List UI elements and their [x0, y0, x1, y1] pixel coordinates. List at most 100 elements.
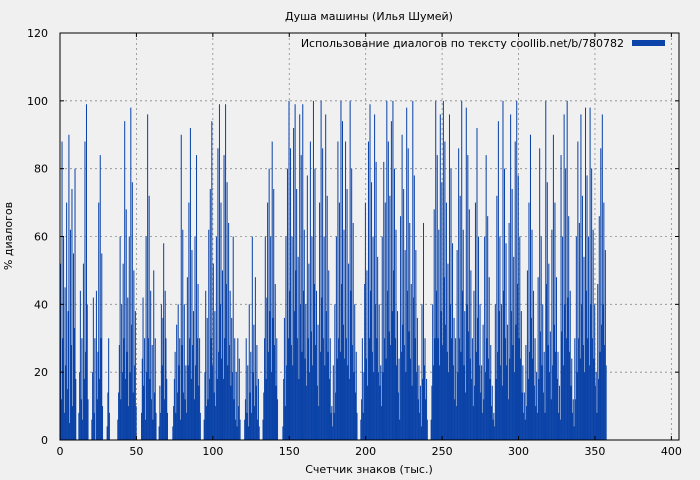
bar [463, 365, 465, 440]
bar [421, 304, 423, 440]
bar [434, 338, 436, 440]
bar [192, 311, 194, 440]
bar [329, 338, 331, 440]
bar [401, 134, 403, 440]
bar [496, 195, 498, 440]
bar [604, 345, 606, 440]
bar [474, 202, 476, 440]
bar [119, 236, 121, 440]
bar [99, 155, 101, 440]
bar [425, 399, 427, 440]
bar [449, 304, 451, 440]
bar [431, 385, 433, 440]
bar [478, 236, 480, 440]
bar [422, 378, 424, 440]
bar [267, 351, 269, 440]
bar [325, 311, 327, 440]
bar [197, 283, 199, 440]
bar [267, 202, 269, 440]
bar [377, 372, 379, 440]
bar [217, 148, 219, 441]
bar [68, 134, 70, 440]
bar [124, 121, 126, 440]
bar [297, 256, 299, 440]
bar [424, 338, 426, 440]
bar [244, 419, 246, 440]
bar [198, 385, 200, 440]
bar [269, 311, 271, 440]
bar [273, 189, 275, 440]
bar [494, 426, 496, 440]
bar [546, 283, 548, 440]
bar [216, 378, 218, 440]
bar [491, 406, 493, 440]
bar [95, 290, 97, 440]
bar [204, 372, 206, 440]
bar [60, 399, 62, 440]
bar [87, 399, 89, 440]
bar [254, 406, 256, 440]
bar [283, 317, 285, 440]
bar [594, 304, 596, 440]
bar [124, 378, 126, 440]
bar [582, 345, 584, 440]
bar [328, 270, 330, 440]
bar [303, 290, 305, 440]
bar [221, 358, 223, 440]
bar [536, 412, 538, 440]
bar [523, 412, 525, 440]
bar [461, 100, 463, 440]
bar [550, 399, 552, 440]
bar [416, 317, 418, 440]
bar [571, 358, 573, 440]
bar [470, 270, 472, 440]
bar [384, 202, 386, 440]
bar [332, 365, 334, 440]
bar [122, 263, 124, 440]
bar [325, 114, 327, 441]
bar [196, 338, 198, 440]
bar [393, 270, 395, 440]
bar [397, 311, 399, 440]
x-axis-label: Счетчик знаков (тыс.) [305, 463, 433, 476]
bar [387, 290, 389, 440]
bar [185, 365, 187, 440]
bar [562, 236, 564, 440]
bar [165, 338, 167, 440]
bar [487, 216, 489, 440]
bar [537, 277, 539, 440]
y-tick-label: 80 [34, 163, 48, 176]
bar [71, 189, 73, 440]
bar [225, 283, 227, 440]
bar [585, 107, 587, 440]
bar [142, 297, 144, 440]
bar [527, 378, 529, 440]
bar [373, 372, 375, 440]
bar [481, 412, 483, 440]
bar [477, 317, 479, 440]
bar [176, 392, 178, 440]
bar [291, 236, 293, 440]
bar [150, 399, 152, 440]
bar [257, 378, 259, 440]
bar [474, 385, 476, 440]
bar [315, 345, 317, 440]
bar [377, 256, 379, 440]
bar [94, 338, 96, 440]
bar [499, 236, 501, 440]
bar [222, 270, 224, 440]
bar [576, 372, 578, 440]
bar [176, 324, 178, 440]
bar [439, 114, 441, 441]
y-axis-label: % диалогов [2, 202, 15, 270]
bar [309, 372, 311, 440]
bar [452, 365, 454, 440]
bar [455, 338, 457, 440]
bar [246, 412, 248, 440]
bar [410, 358, 412, 440]
bar [379, 385, 381, 440]
bar [473, 290, 475, 440]
bar [588, 365, 590, 440]
bar [166, 378, 168, 440]
bars [60, 100, 607, 441]
